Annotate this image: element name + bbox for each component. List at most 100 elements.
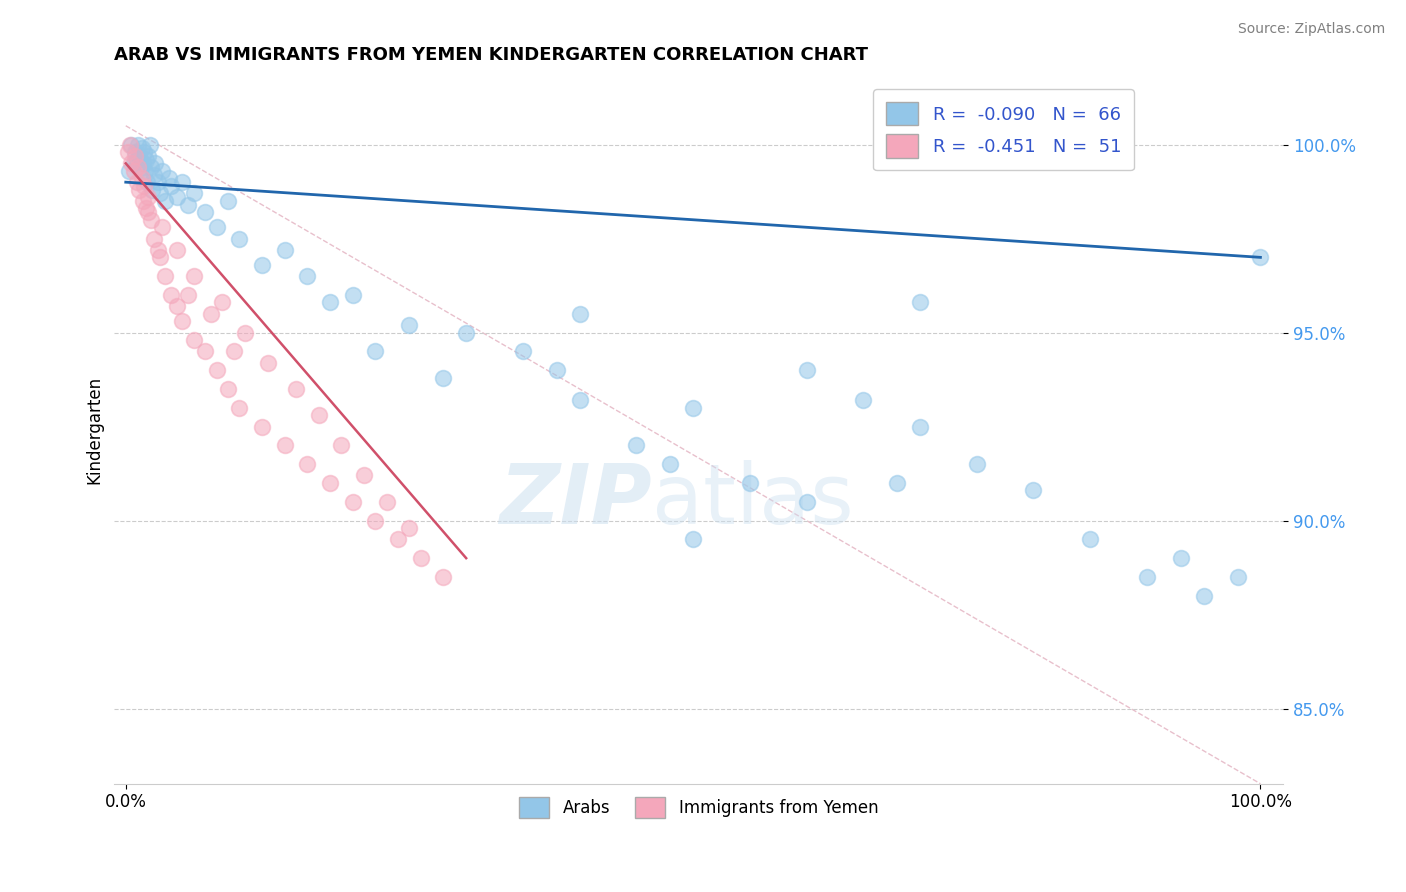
Point bbox=[157, 171, 180, 186]
Point bbox=[319, 475, 342, 490]
Point bbox=[1078, 533, 1101, 547]
Point bbox=[250, 258, 273, 272]
Point bbox=[166, 299, 188, 313]
Point bbox=[738, 475, 761, 490]
Point bbox=[353, 468, 375, 483]
Point bbox=[132, 194, 155, 208]
Point bbox=[375, 494, 398, 508]
Point bbox=[1022, 483, 1045, 498]
Point bbox=[194, 344, 217, 359]
Point bbox=[342, 288, 364, 302]
Point bbox=[150, 220, 173, 235]
Point bbox=[319, 295, 342, 310]
Point bbox=[120, 137, 142, 152]
Point bbox=[160, 288, 183, 302]
Point bbox=[139, 160, 162, 174]
Point bbox=[136, 175, 159, 189]
Point bbox=[128, 183, 150, 197]
Point bbox=[1226, 570, 1249, 584]
Point bbox=[1170, 551, 1192, 566]
Point bbox=[409, 551, 432, 566]
Point bbox=[149, 251, 172, 265]
Point bbox=[120, 156, 142, 170]
Point bbox=[127, 160, 149, 174]
Text: ARAB VS IMMIGRANTS FROM YEMEN KINDERGARTEN CORRELATION CHART: ARAB VS IMMIGRANTS FROM YEMEN KINDERGART… bbox=[114, 46, 869, 64]
Point bbox=[172, 314, 194, 328]
Point bbox=[172, 175, 194, 189]
Point bbox=[141, 183, 163, 197]
Point bbox=[546, 363, 568, 377]
Point bbox=[398, 318, 420, 332]
Point bbox=[398, 521, 420, 535]
Point bbox=[233, 326, 256, 340]
Point bbox=[308, 409, 330, 423]
Point bbox=[139, 212, 162, 227]
Point bbox=[146, 243, 169, 257]
Point bbox=[143, 156, 166, 170]
Text: atlas: atlas bbox=[652, 460, 853, 541]
Point bbox=[149, 186, 172, 201]
Point bbox=[118, 164, 141, 178]
Point bbox=[127, 153, 149, 167]
Point bbox=[512, 344, 534, 359]
Point bbox=[200, 307, 222, 321]
Point bbox=[124, 149, 146, 163]
Point bbox=[284, 382, 307, 396]
Point bbox=[250, 419, 273, 434]
Point bbox=[796, 363, 818, 377]
Point bbox=[117, 145, 139, 159]
Point bbox=[228, 401, 250, 415]
Point bbox=[1249, 251, 1271, 265]
Point bbox=[211, 295, 233, 310]
Point bbox=[183, 333, 205, 347]
Point bbox=[120, 137, 142, 152]
Point bbox=[155, 269, 177, 284]
Text: ZIP: ZIP bbox=[499, 460, 652, 541]
Point bbox=[273, 243, 295, 257]
Point bbox=[217, 194, 239, 208]
Point bbox=[432, 370, 454, 384]
Point bbox=[273, 438, 295, 452]
Point bbox=[129, 160, 152, 174]
Point bbox=[131, 141, 153, 155]
Point bbox=[183, 269, 205, 284]
Point bbox=[222, 344, 245, 359]
Point bbox=[135, 153, 157, 167]
Point bbox=[132, 178, 155, 193]
Point bbox=[432, 570, 454, 584]
Point bbox=[217, 382, 239, 396]
Point bbox=[122, 164, 145, 178]
Point bbox=[160, 178, 183, 193]
Point bbox=[131, 171, 153, 186]
Point bbox=[256, 356, 278, 370]
Point bbox=[166, 190, 188, 204]
Point bbox=[127, 175, 149, 189]
Point bbox=[127, 137, 149, 152]
Point bbox=[568, 393, 591, 408]
Point bbox=[456, 326, 478, 340]
Point bbox=[1136, 570, 1159, 584]
Legend: Arabs, Immigrants from Yemen: Arabs, Immigrants from Yemen bbox=[513, 790, 884, 825]
Point bbox=[966, 457, 988, 471]
Point bbox=[387, 533, 409, 547]
Point bbox=[132, 145, 155, 159]
Point bbox=[132, 156, 155, 170]
Point bbox=[146, 175, 169, 189]
Point bbox=[659, 457, 682, 471]
Point bbox=[155, 194, 177, 208]
Text: Source: ZipAtlas.com: Source: ZipAtlas.com bbox=[1237, 22, 1385, 37]
Point bbox=[143, 168, 166, 182]
Point bbox=[166, 243, 188, 257]
Point bbox=[134, 164, 156, 178]
Point bbox=[682, 533, 704, 547]
Point bbox=[138, 190, 160, 204]
Point bbox=[568, 307, 591, 321]
Point bbox=[364, 514, 387, 528]
Point bbox=[177, 198, 200, 212]
Point bbox=[143, 231, 166, 245]
Point bbox=[852, 393, 875, 408]
Point bbox=[364, 344, 387, 359]
Point bbox=[128, 149, 150, 163]
Point bbox=[135, 202, 157, 216]
Point bbox=[1192, 589, 1215, 603]
